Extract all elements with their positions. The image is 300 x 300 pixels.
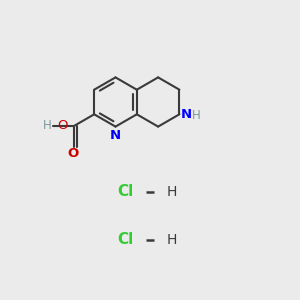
Text: H: H bbox=[167, 185, 177, 199]
Text: Cl: Cl bbox=[117, 184, 134, 200]
Text: N: N bbox=[181, 108, 192, 121]
Text: Cl: Cl bbox=[117, 232, 134, 247]
Text: H: H bbox=[167, 233, 177, 247]
Text: H: H bbox=[191, 109, 200, 122]
Text: H: H bbox=[43, 119, 52, 132]
Text: O: O bbox=[68, 147, 79, 160]
Text: N: N bbox=[110, 129, 121, 142]
Text: O: O bbox=[57, 119, 68, 132]
